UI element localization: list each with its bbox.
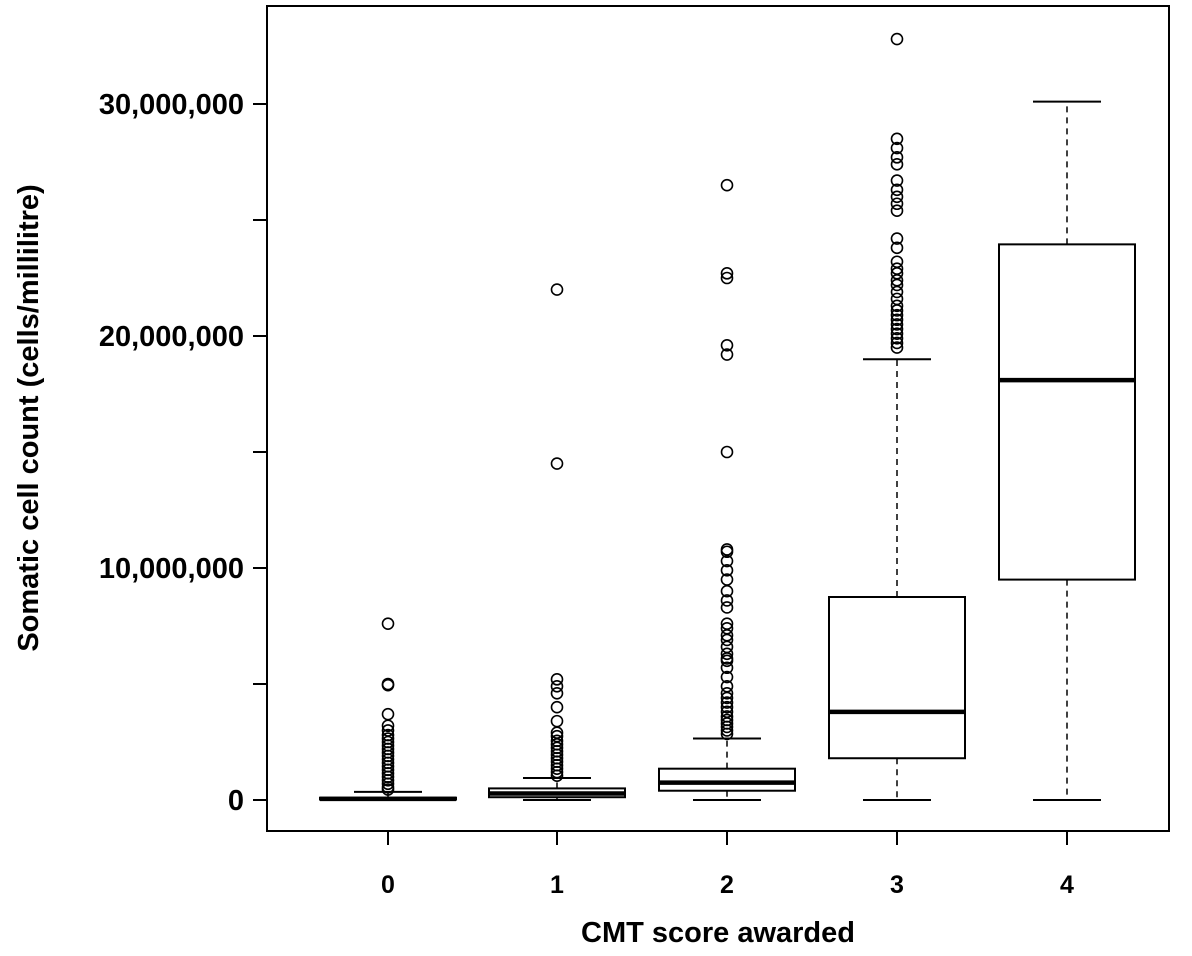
outlier-2-22 [720, 661, 734, 675]
box-4 [998, 243, 1136, 581]
outlier-0-0 [381, 617, 395, 630]
outlier-3-6 [890, 183, 904, 197]
x-axis: 0 1 2 3 4 [381, 831, 1074, 899]
outlier-3-16 [890, 278, 904, 292]
outlier-2-33 [720, 720, 734, 734]
outlier-2-8 [720, 554, 734, 568]
x-tick-label-0: 0 [381, 871, 395, 899]
outlier-3-27 [890, 336, 904, 350]
outlier-2-28 [720, 700, 734, 714]
outlier-2-19 [720, 647, 734, 661]
outlier-1-19 [550, 769, 564, 782]
outlier-3-9 [890, 204, 904, 218]
outlier-1-1 [550, 457, 564, 470]
outlier-0-4 [381, 719, 395, 733]
outlier-3-5 [890, 174, 904, 187]
box-group-1 [488, 283, 626, 801]
outlier-1-17 [550, 762, 564, 775]
x-tick-label-2: 2 [720, 871, 734, 899]
x-axis-title: CMT score awarded [581, 917, 855, 949]
box-group-3 [828, 32, 966, 801]
outlier-1-2 [550, 673, 564, 686]
outlier-2-34 [720, 724, 734, 737]
plot-frame [266, 5, 1170, 832]
outlier-2-35 [720, 727, 734, 741]
outlier-3-1 [890, 132, 904, 146]
outlier-2-26 [720, 691, 734, 705]
outlier-3-17 [890, 285, 904, 299]
outlier-2-13 [720, 601, 734, 614]
outlier-1-3 [550, 680, 564, 693]
outlier-2-9 [720, 564, 734, 577]
box-group-4 [998, 100, 1136, 801]
outlier-1-5 [550, 700, 564, 714]
outlier-1-4 [550, 686, 564, 700]
outlier-3-8 [890, 197, 904, 211]
outlier-0-19 [381, 773, 395, 787]
x-tick-label-3: 3 [890, 871, 904, 899]
x-tick-label-1: 1 [550, 871, 564, 899]
outlier-2-3 [720, 338, 734, 352]
y-tick-label-4: 20,000,000 [99, 321, 244, 353]
y-axis-title: Somatic cell count (cells/millilitre) [13, 184, 45, 651]
outlier-3-24 [890, 322, 904, 336]
outlier-2-11 [720, 584, 734, 598]
outlier-2-12 [720, 594, 734, 607]
outlier-0-2 [381, 678, 395, 692]
outlier-3-2 [890, 141, 904, 155]
outlier-2-0 [720, 178, 734, 192]
outlier-2-2 [720, 271, 734, 285]
boxes-layer [319, 32, 1136, 802]
outlier-3-7 [890, 190, 904, 204]
outlier-3-25 [890, 327, 904, 340]
outlier-3-19 [890, 299, 904, 313]
x-tick-label-4: 4 [1060, 871, 1074, 899]
outlier-3-21 [890, 308, 904, 322]
outlier-3-4 [890, 158, 904, 171]
outlier-0-20 [381, 777, 395, 791]
y-axis: 0 10,000,000 20,000,000 30,000,000 [99, 89, 267, 817]
box-group-0 [319, 617, 457, 802]
box-group-2 [658, 178, 796, 801]
outlier-0-3 [381, 707, 395, 721]
outlier-2-17 [720, 633, 734, 647]
outlier-0-22 [381, 783, 395, 796]
outlier-2-21 [720, 654, 734, 668]
outlier-1-6 [550, 714, 564, 728]
outlier-1-0 [550, 283, 564, 296]
outlier-3-23 [890, 318, 904, 331]
outlier-3-20 [890, 304, 904, 317]
box-3 [828, 596, 966, 760]
outlier-2-23 [720, 670, 734, 684]
outlier-3-3 [890, 151, 904, 164]
outlier-3-11 [890, 241, 904, 255]
outlier-3-22 [890, 313, 904, 327]
outlier-2-1 [720, 267, 734, 280]
outlier-2-7 [720, 545, 734, 559]
y-tick-label-6: 30,000,000 [99, 89, 244, 121]
outlier-2-25 [720, 686, 734, 700]
y-tick-label-2: 10,000,000 [99, 553, 244, 585]
outlier-1-18 [550, 765, 564, 779]
y-tick-label-0: 0 [228, 785, 244, 817]
box-2 [658, 767, 796, 792]
outlier-2-4 [720, 348, 734, 361]
outlier-3-26 [890, 332, 904, 345]
outlier-3-28 [890, 341, 904, 354]
outlier-3-10 [890, 232, 904, 245]
outlier-2-5 [720, 445, 734, 459]
outlier-2-27 [720, 696, 734, 709]
outlier-3-0 [890, 32, 904, 46]
